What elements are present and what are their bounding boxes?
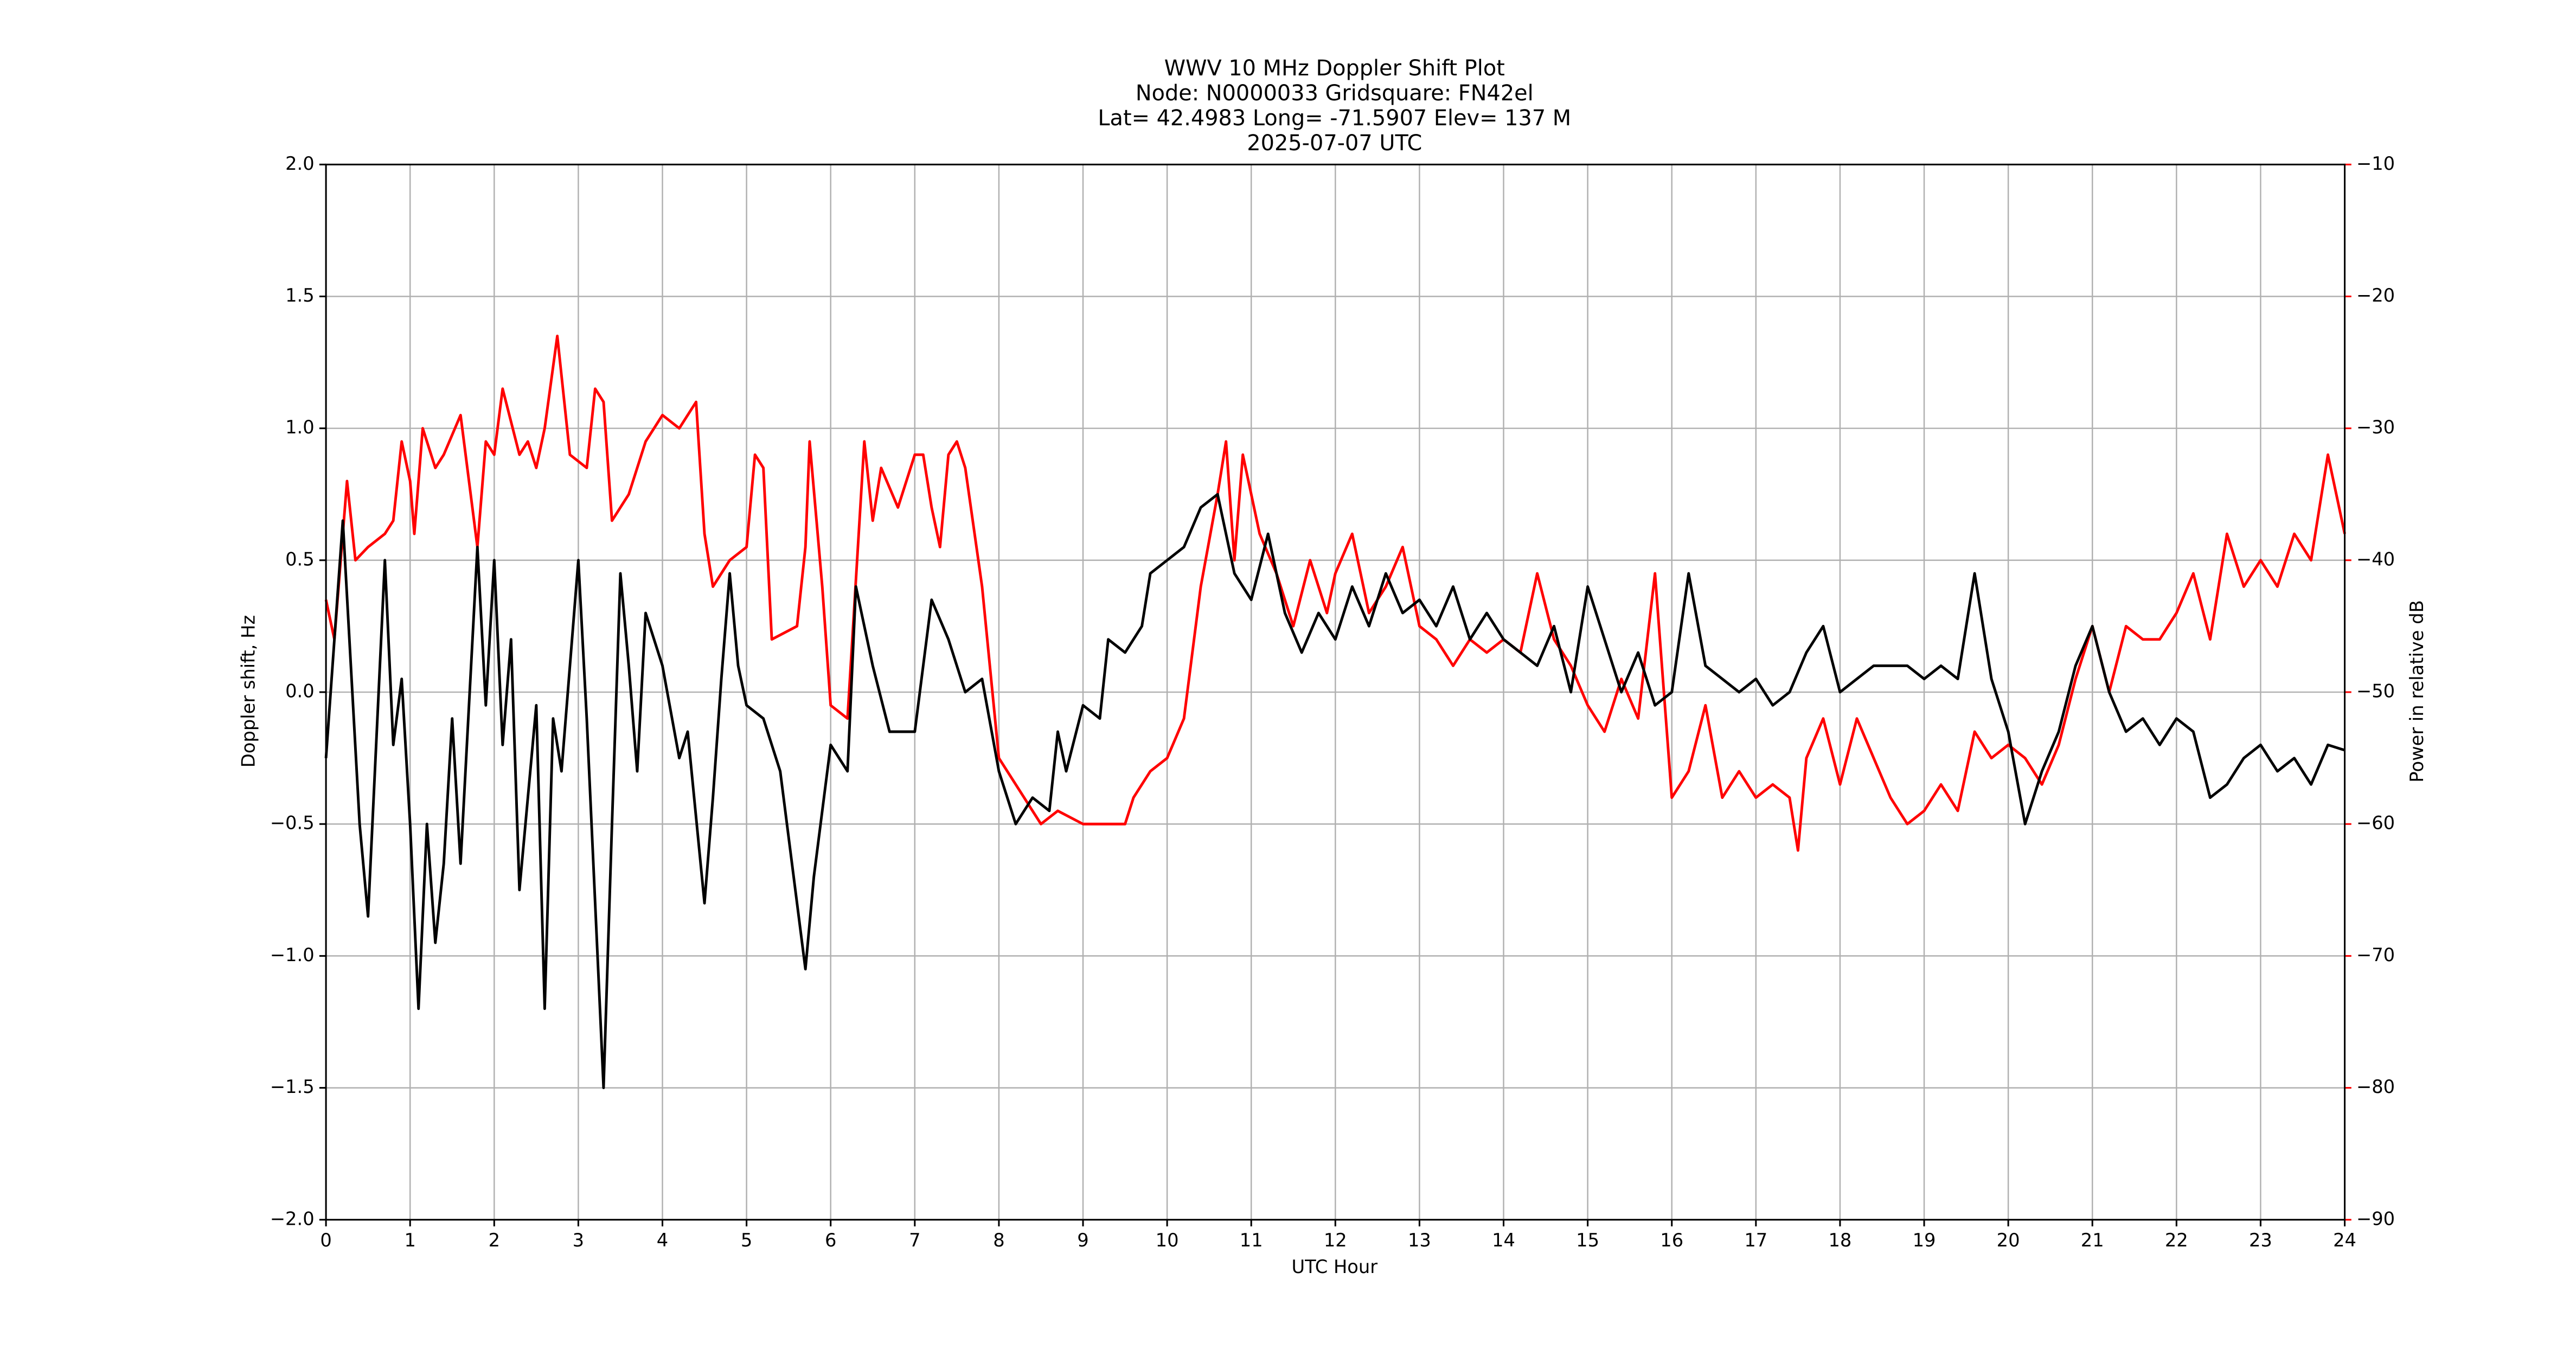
y-tick-label: 2.0	[285, 153, 315, 174]
x-tick-label: 8	[993, 1230, 1004, 1251]
y-tick-label: 0.5	[285, 548, 315, 570]
x-tick-label: 18	[1828, 1230, 1851, 1251]
x-tick-label: 14	[1492, 1230, 1515, 1251]
x-axis-label: UTC Hour	[1291, 1256, 1377, 1277]
x-tick-label: 13	[1408, 1230, 1431, 1251]
y-axis-label: Doppler shift, Hz	[238, 615, 259, 767]
y2-tick-label: −80	[2356, 1076, 2395, 1097]
chart-subtitle: 2025-07-07 UTC	[1247, 131, 1422, 156]
y2-tick-label: −10	[2356, 153, 2395, 174]
x-tick-label: 3	[573, 1230, 584, 1251]
y-tick-label: −1.0	[270, 944, 315, 965]
series-line	[324, 492, 2346, 1090]
y2-tick-label: −30	[2356, 417, 2395, 438]
x-tick-label: 0	[320, 1230, 331, 1251]
x-tick-label: 20	[1997, 1230, 2020, 1251]
y2-axis-label: Power in relative dB	[2406, 600, 2427, 782]
chart-subtitle: Node: N0000033 Gridsquare: FN42el	[1136, 81, 1534, 106]
x-tick-label: 10	[1156, 1230, 1179, 1251]
x-tick-label: 5	[741, 1230, 752, 1251]
x-tick-label: 6	[825, 1230, 836, 1251]
x-tick-label: 12	[1324, 1230, 1347, 1251]
y2-tick-label: −20	[2356, 285, 2395, 306]
x-tick-label: 1	[404, 1230, 415, 1251]
x-tick-label: 11	[1240, 1230, 1263, 1251]
y-tick-label: 1.0	[285, 417, 315, 438]
x-tick-label: 4	[657, 1230, 668, 1251]
chart-title: WWV 10 MHz Doppler Shift Plot	[1164, 56, 1505, 81]
y-tick-label: 1.5	[285, 285, 315, 306]
x-tick-label: 7	[909, 1230, 920, 1251]
y2-tick-label: −50	[2356, 681, 2395, 702]
plot-frame	[325, 163, 2346, 1221]
x-tick-label: 22	[2165, 1230, 2188, 1251]
x-tick-label: 2	[489, 1230, 500, 1251]
y-tick-label: 0.0	[285, 681, 315, 702]
x-tick-label: 9	[1077, 1230, 1088, 1251]
y-tick-label: −0.5	[270, 813, 315, 834]
y2-tick-label: −90	[2356, 1208, 2395, 1229]
y2-tick-label: −40	[2356, 548, 2395, 570]
x-tick-label: 16	[1660, 1230, 1683, 1251]
x-tick-label: 21	[2081, 1230, 2104, 1251]
chart-subtitle: Lat= 42.4983 Long= -71.5907 Elev= 137 M	[1098, 106, 1571, 131]
y-tick-label: −1.5	[270, 1076, 315, 1097]
y2-tick-label: −60	[2356, 813, 2395, 834]
y-tick-label: −2.0	[270, 1208, 315, 1229]
x-tick-label: 24	[2333, 1230, 2356, 1251]
x-tick-label: 23	[2249, 1230, 2272, 1251]
x-tick-label: 19	[1913, 1230, 1936, 1251]
x-tick-label: 17	[1744, 1230, 1767, 1251]
y2-tick-label: −70	[2356, 944, 2395, 965]
x-tick-label: 15	[1576, 1230, 1599, 1251]
